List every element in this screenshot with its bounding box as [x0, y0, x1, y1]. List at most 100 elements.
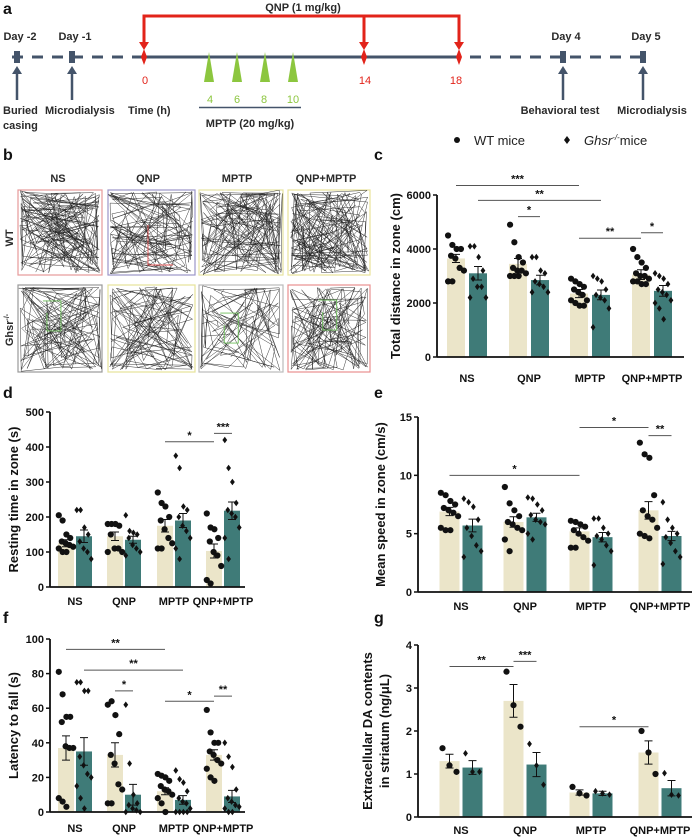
- data-point-wt: [455, 513, 462, 520]
- significance-label: **: [111, 637, 120, 649]
- data-point-ghsr: [536, 280, 542, 288]
- data-point-ghsr: [78, 794, 83, 802]
- data-point-wt: [639, 507, 646, 514]
- data-point-ghsr: [233, 499, 239, 507]
- day-label: Day -1: [58, 31, 91, 43]
- data-point-wt: [447, 527, 454, 534]
- data-point-ghsr: [126, 801, 132, 809]
- data-point-ghsr: [78, 506, 83, 514]
- error-bar: [111, 742, 119, 768]
- data-point-ghsr: [81, 545, 86, 552]
- error-bar: [575, 289, 583, 299]
- error-bar: [62, 735, 70, 761]
- error-bar: [111, 531, 119, 541]
- data-point-ghsr: [473, 542, 479, 549]
- data-point-wt: [511, 239, 518, 246]
- data-point-ghsr: [173, 767, 179, 774]
- time-axis-label: Time (h): [128, 105, 171, 117]
- data-point-ghsr: [225, 506, 231, 514]
- data-point-wt: [104, 548, 111, 556]
- data-point-ghsr: [469, 532, 475, 540]
- data-point-wt: [449, 241, 456, 249]
- data-point-wt: [207, 580, 214, 587]
- bar-wt-2: [569, 792, 590, 817]
- data-point-wt: [211, 777, 218, 784]
- data-point-wt: [642, 281, 650, 288]
- x-tick-label: QNP: [513, 825, 537, 837]
- data-point-wt: [652, 770, 659, 778]
- bar-ghsr-3: [224, 510, 240, 587]
- bar-wt-3: [632, 274, 650, 357]
- chart-e: 0 5 10 15 NS QNP MPTP QNP+MPTP Mean speed in zon…: [373, 412, 692, 613]
- panel-label-b: b: [3, 147, 13, 164]
- data-point-wt: [119, 548, 126, 556]
- data-point-ghsr: [475, 516, 481, 523]
- chart-f: 0 20 40 60 80 100 NS QNP MPTP QNP+MPTP Latency to …: [6, 634, 253, 835]
- x-tick-label: MPTP: [159, 596, 190, 608]
- data-point-wt: [108, 800, 115, 807]
- data-point-ghsr: [134, 531, 140, 538]
- error-bar: [509, 684, 518, 718]
- bar-ghsr-0: [469, 273, 487, 357]
- data-point-wt: [158, 545, 165, 552]
- data-point-wt: [449, 278, 456, 285]
- bar-ghsr-0: [76, 536, 92, 587]
- locomotion-track-wt-mptp: [198, 189, 284, 276]
- legend-wt-label: WT mice: [474, 133, 525, 148]
- data-point-ghsr: [590, 324, 596, 331]
- data-point-ghsr: [534, 501, 540, 508]
- panel-label-c: c: [374, 147, 383, 164]
- error-bar: [179, 513, 187, 528]
- data-point-ghsr: [467, 294, 473, 301]
- data-point-wt: [516, 513, 523, 520]
- error-bar: [536, 274, 544, 286]
- data-point-wt: [444, 278, 452, 285]
- qnp-time-14: 14: [359, 75, 371, 87]
- column-header-mptp: MPTP: [222, 173, 253, 185]
- data-point-wt: [629, 278, 637, 285]
- data-point-ghsr: [466, 498, 472, 506]
- qnp-dose-label: QNP (1 mg/kg): [265, 2, 341, 14]
- data-point-ghsr: [222, 805, 228, 812]
- significance-label: **: [535, 188, 544, 200]
- data-point-wt: [218, 760, 225, 767]
- data-point-ghsr: [130, 805, 135, 812]
- data-point-wt: [437, 489, 444, 496]
- x-tick-label: NS: [67, 596, 82, 608]
- data-point-ghsr: [88, 774, 94, 781]
- data-point-wt: [582, 523, 589, 530]
- chart-g: 0 1 2 3 4 NS QNP MPTP QNP+MPTP Extracellular DA c…: [360, 640, 692, 837]
- data-point-wt: [580, 302, 588, 309]
- data-point-ghsr: [222, 534, 228, 542]
- data-point-ghsr: [605, 530, 611, 537]
- data-point-ghsr: [532, 278, 538, 285]
- data-point-ghsr: [123, 511, 129, 519]
- x-tick-label: QNP+MPTP: [630, 601, 691, 613]
- y-tick-label: 2000: [407, 298, 431, 310]
- y-tick-label: 0: [406, 812, 412, 824]
- y-tick-label: 300: [26, 477, 44, 489]
- data-point-ghsr: [225, 794, 231, 802]
- data-point-ghsr: [233, 513, 238, 521]
- error-bar: [667, 530, 676, 542]
- y-tick-label: 60: [32, 703, 44, 715]
- data-point-wt: [444, 232, 452, 239]
- mptp-dose-label: MPTP (20 mg/kg): [206, 118, 295, 130]
- y-axis-title: Extracellular DA contents: [360, 652, 375, 810]
- data-point-ghsr: [461, 553, 467, 561]
- data-point-wt: [115, 781, 122, 788]
- y-tick-label: 15: [400, 412, 412, 424]
- data-point-ghsr: [528, 511, 534, 519]
- data-point-ghsr: [659, 288, 665, 296]
- bar-wt-1: [503, 522, 524, 592]
- data-point-ghsr: [483, 294, 489, 301]
- data-point-ghsr: [74, 506, 80, 514]
- data-point-ghsr: [137, 548, 143, 556]
- panel-label-e: e: [374, 385, 383, 402]
- error-bar: [161, 787, 169, 796]
- significance-label: *: [612, 416, 617, 428]
- data-point-ghsr: [88, 555, 94, 563]
- bar-wt-2: [570, 293, 588, 357]
- data-point-ghsr: [479, 283, 485, 291]
- data-point-wt: [637, 272, 644, 280]
